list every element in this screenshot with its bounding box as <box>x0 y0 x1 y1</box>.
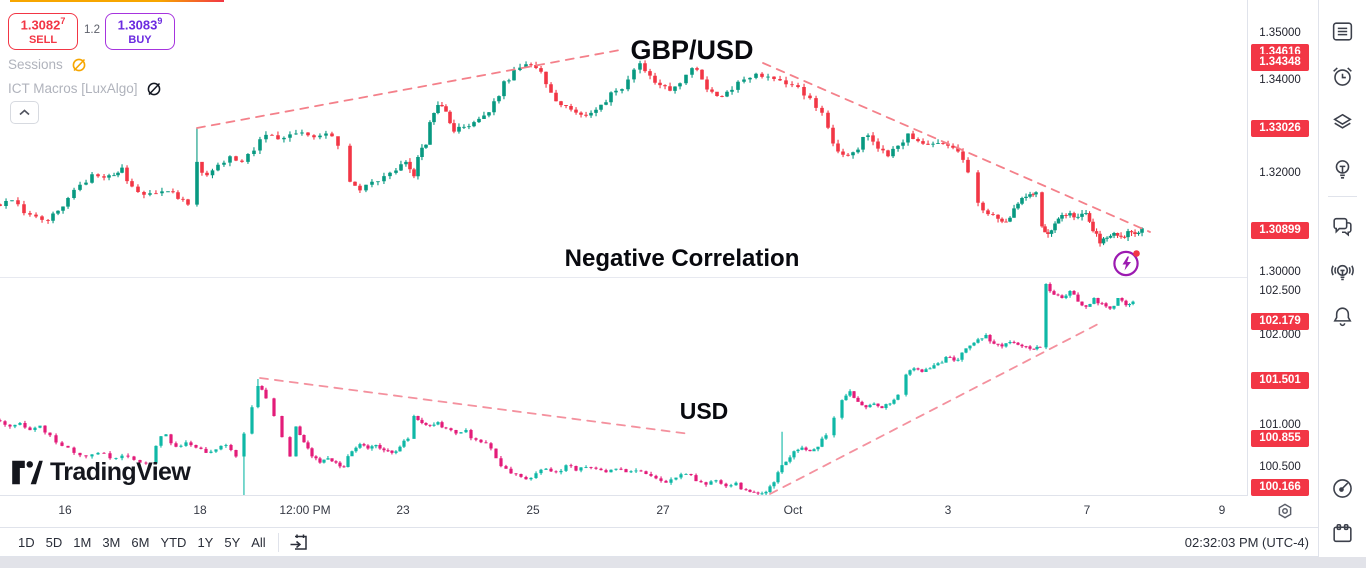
indicator-label: Sessions <box>8 57 63 72</box>
indicator-row-ict-macros[interactable]: ICT Macros [LuxAlgo] <box>8 80 163 97</box>
price-level-badge: 100.166 <box>1251 478 1309 496</box>
price-label: 1.35000 <box>1259 26 1301 39</box>
gauge-icon[interactable] <box>1326 473 1360 503</box>
price-label: 101.000 <box>1259 418 1301 431</box>
sidebar-border <box>1318 0 1319 557</box>
trendline[interactable] <box>196 49 621 129</box>
time-label: 16 <box>58 503 72 517</box>
price-label: 1.32000 <box>1259 166 1301 179</box>
right-sidebar <box>1319 0 1366 557</box>
trendline[interactable] <box>259 377 691 435</box>
price-level-badge: 102.179 <box>1251 312 1309 330</box>
time-label: Oct <box>783 503 803 517</box>
lightning-icon <box>1113 250 1140 277</box>
time-axis-border <box>0 495 1318 496</box>
trendline[interactable] <box>762 62 1151 233</box>
object-tree-icon[interactable] <box>1326 106 1360 136</box>
price-level-badge: 1.34348 <box>1251 53 1309 71</box>
range-button-all[interactable]: All <box>246 532 270 553</box>
range-button-3m[interactable]: 3M <box>97 532 125 553</box>
range-button-6m[interactable]: 6M <box>126 532 154 553</box>
series-gbp-usd <box>0 49 1151 247</box>
range-button-1y[interactable]: 1Y <box>192 532 218 553</box>
trendline[interactable] <box>769 321 1103 495</box>
price-label: 102.000 <box>1259 328 1301 341</box>
price-level-badge: 1.30899 <box>1251 221 1309 239</box>
time-label: 23 <box>396 503 410 517</box>
price-level-badge: 1.33026 <box>1251 119 1309 137</box>
price-label: 102.500 <box>1259 284 1301 297</box>
watermark-text: TradingView <box>50 458 191 486</box>
sidebar-divider <box>1328 196 1357 197</box>
time-label: 7 <box>1083 503 1091 517</box>
flash-boost-button[interactable] <box>1112 248 1142 278</box>
toolbar-top-border <box>0 527 1318 528</box>
settings-gear-icon <box>1278 503 1292 519</box>
sell-button[interactable]: 1.30827 SELL <box>8 13 78 50</box>
bottom-strip <box>0 557 1366 568</box>
eye-off-icon[interactable] <box>145 81 163 97</box>
collapse-legend-button[interactable] <box>10 101 39 124</box>
price-axis[interactable]: 1.35000 1.34000 1.32000 1.30000 1.34616 1.343… <box>1248 0 1318 496</box>
range-button-1m[interactable]: 1M <box>68 532 96 553</box>
buy-price: 1.30839 <box>117 16 163 33</box>
tradingview-logo <box>12 460 43 485</box>
candlestick-charts[interactable] <box>0 0 1248 495</box>
time-label: 18 <box>193 503 207 517</box>
price-label: 1.34000 <box>1259 73 1301 86</box>
toolbar-bottom-border <box>0 556 1318 557</box>
axis-settings-button[interactable] <box>1275 502 1295 522</box>
buy-label: BUY <box>128 33 152 46</box>
watchlist-icon[interactable] <box>1326 16 1360 46</box>
time-axis[interactable]: 16 18 12:00 PM 23 25 27 Oct 3 7 9 <box>0 496 1318 527</box>
toolbar-divider <box>277 532 279 552</box>
time-label: 12:00 PM <box>279 503 331 517</box>
range-button-ytd[interactable]: YTD <box>155 532 191 553</box>
indicator-label: ICT Macros [LuxAlgo] <box>8 81 138 96</box>
clock-utc-label[interactable]: 02:32:03 PM (UTC-4) <box>1184 534 1309 550</box>
buy-button[interactable]: 1.30839 BUY <box>105 13 175 50</box>
indicator-row-sessions[interactable]: Sessions <box>8 56 88 73</box>
chat-icon[interactable] <box>1326 211 1360 241</box>
tradingview-watermark: TradingView <box>12 458 191 487</box>
time-label: 27 <box>656 503 670 517</box>
price-level-badge: 101.501 <box>1251 371 1309 389</box>
notifications-bell-icon[interactable] <box>1326 301 1360 331</box>
price-label: 100.500 <box>1259 460 1301 473</box>
time-label: 3 <box>944 503 952 517</box>
session-range-line <box>10 0 224 2</box>
range-button-5y[interactable]: 5Y <box>219 532 245 553</box>
go-to-date-icon <box>290 534 307 550</box>
economic-calendar-icon[interactable] <box>1326 518 1360 548</box>
time-label: 25 <box>526 503 540 517</box>
bottom-chart-title: USD <box>679 398 729 424</box>
eye-off-icon[interactable] <box>70 57 88 73</box>
spread-value: 1.2 <box>84 24 100 36</box>
range-button-1d[interactable]: 1D <box>13 532 40 553</box>
streams-lightbulb-icon[interactable] <box>1326 256 1360 286</box>
series-usd <box>0 282 1135 495</box>
price-axis-border <box>1247 0 1248 524</box>
sell-label: SELL <box>28 33 58 46</box>
correlation-annotation: Negative Correlation <box>564 245 800 272</box>
sell-price: 1.30827 <box>20 16 66 33</box>
time-label: 9 <box>1218 503 1226 517</box>
chevron-up-icon <box>19 109 30 116</box>
range-button-5d[interactable]: 5D <box>41 532 68 553</box>
go-to-date-button[interactable] <box>288 531 310 553</box>
price-level-badge: 100.855 <box>1251 429 1309 447</box>
price-label: 1.30000 <box>1259 265 1301 278</box>
bottom-toolbar: 1D 5D 1M 3M 6M YTD 1Y 5Y All 02:32:03 PM (UTC-4) <box>0 528 1318 556</box>
date-range-switcher: 1D 5D 1M 3M 6M YTD 1Y 5Y All <box>0 532 272 553</box>
ideas-lightbulb-icon[interactable] <box>1326 154 1360 184</box>
alerts-clock-icon[interactable] <box>1326 61 1360 91</box>
pane-divider[interactable] <box>0 277 1318 278</box>
top-chart-title: GBP/USD <box>630 35 754 65</box>
